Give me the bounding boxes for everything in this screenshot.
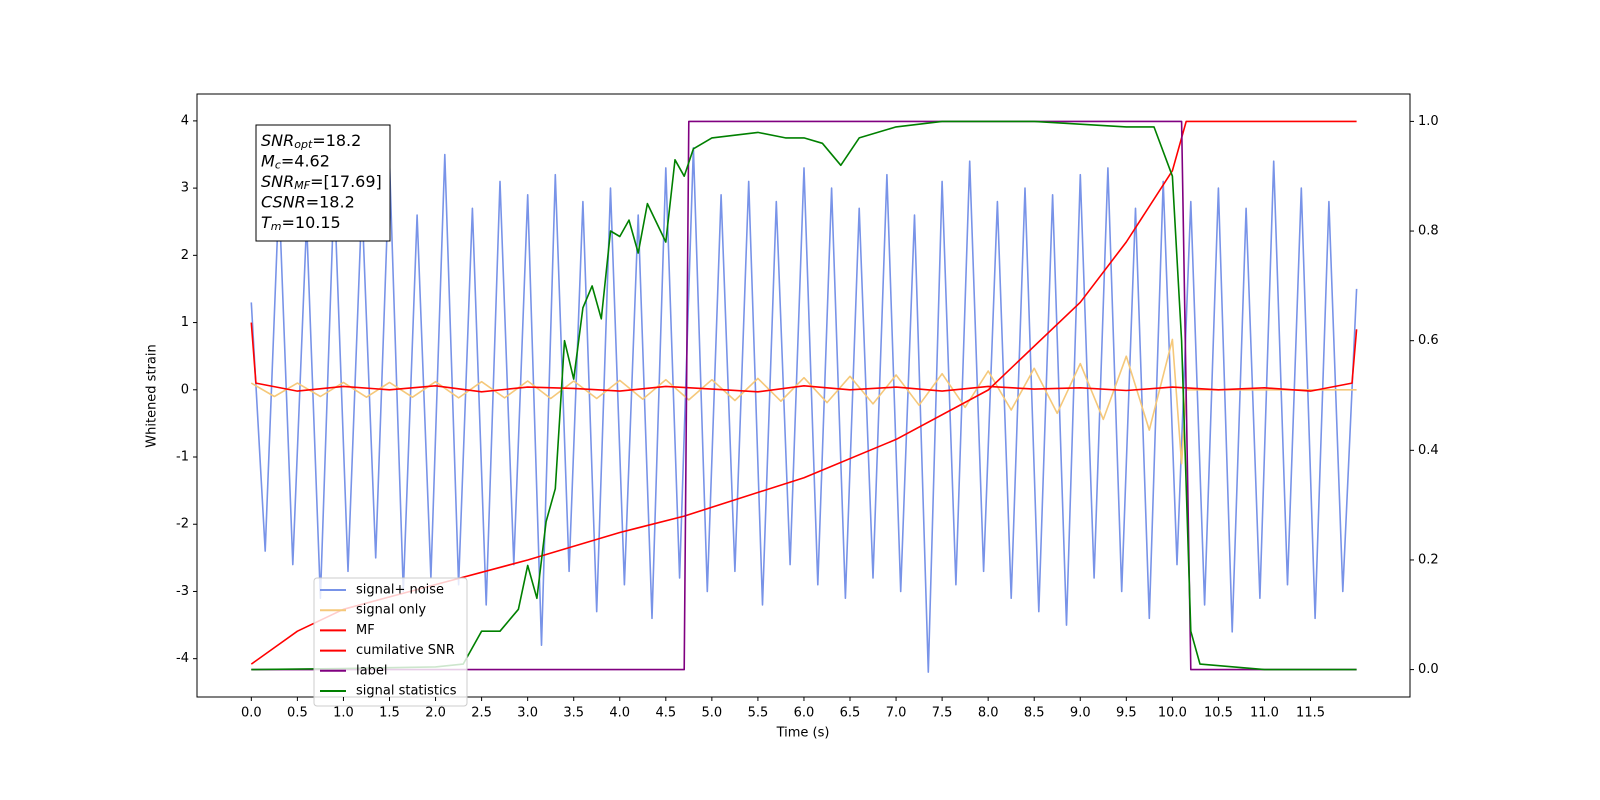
x-tick-label: 4.0 bbox=[609, 706, 630, 721]
x-tick-label: 1.5 bbox=[379, 706, 400, 721]
x-tick-label: 10.5 bbox=[1204, 706, 1233, 721]
annotation-value: =4.62 bbox=[281, 151, 330, 170]
annotation-box: SNRopt=18.2Mc=4.62SNRMF=[17.69]CSNR=18.2… bbox=[255, 124, 391, 242]
series-line bbox=[250, 322, 1358, 393]
x-tick-label: 8.0 bbox=[978, 706, 999, 721]
series-line bbox=[250, 147, 1358, 673]
annotation-text: Tm=10.15 bbox=[261, 213, 341, 234]
annotation-text: SNRopt=18.2 bbox=[261, 131, 361, 152]
x-tick-label: 11.5 bbox=[1296, 706, 1325, 721]
annotation-symbol: M bbox=[261, 151, 275, 170]
x-tick-label: 6.5 bbox=[840, 706, 861, 721]
y2-tick-label: 0.4 bbox=[1418, 443, 1439, 458]
legend-frame bbox=[313, 577, 468, 707]
x-tick-label: 3.0 bbox=[517, 706, 538, 721]
x-tick-label: 9.0 bbox=[1070, 706, 1091, 721]
y-tick-label: -2 bbox=[176, 517, 189, 532]
y-tick-label: -4 bbox=[176, 651, 189, 666]
annotation-value: =18.2 bbox=[312, 131, 361, 150]
annotation-symbol: SNR bbox=[261, 172, 294, 191]
legend-label: signal+ noise bbox=[356, 583, 444, 598]
y-tick-label: 4 bbox=[181, 113, 189, 128]
annotation-subscript: opt bbox=[294, 138, 313, 151]
legend-label: MF bbox=[356, 623, 375, 638]
legend-label: signal only bbox=[356, 603, 426, 618]
y-tick-label: 3 bbox=[181, 181, 189, 196]
annotation-symbol: SNR bbox=[261, 131, 294, 150]
x-tick-label: 2.0 bbox=[425, 706, 446, 721]
series-line bbox=[251, 120, 1357, 671]
annotation-symbol: T bbox=[261, 213, 272, 232]
y2-tick-label: 0.0 bbox=[1418, 662, 1439, 677]
x-tick-label: 9.5 bbox=[1116, 706, 1137, 721]
annotation-symbol: CSNR bbox=[261, 192, 306, 211]
x-tick-label: 3.5 bbox=[563, 706, 584, 721]
x-tick-label: 11.0 bbox=[1250, 706, 1279, 721]
annotation-text: Mc=4.62 bbox=[261, 151, 330, 172]
x-tick-label: 8.5 bbox=[1024, 706, 1045, 721]
annotation-value: =18.2 bbox=[306, 192, 355, 211]
annotation-text: SNRMF=[17.69] bbox=[261, 172, 382, 193]
series-line bbox=[250, 338, 1357, 465]
x-tick-label: 7.5 bbox=[932, 706, 953, 721]
y-tick-label: 1 bbox=[181, 315, 189, 330]
y-tick-label: -3 bbox=[176, 584, 189, 599]
x-tick-label: 0.0 bbox=[241, 706, 262, 721]
annotation-subscript: MF bbox=[294, 179, 310, 192]
annotation-subscript: c bbox=[275, 159, 281, 172]
y2-tick-label: 1.0 bbox=[1418, 114, 1439, 129]
x-tick-label: 5.0 bbox=[702, 706, 723, 721]
y2-tick-label: 0.6 bbox=[1418, 333, 1439, 348]
x-tick-label: 1.0 bbox=[333, 706, 354, 721]
legend: signal+ noise signal only MF cumilative SNR… bbox=[313, 577, 468, 707]
annotation-subscript: m bbox=[271, 220, 282, 233]
x-tick-label: 7.0 bbox=[886, 706, 907, 721]
y-tick-label: 0 bbox=[181, 382, 189, 397]
annotation-text: CSNR=18.2 bbox=[261, 192, 355, 211]
annotation-value: =[17.69] bbox=[310, 172, 382, 191]
x-tick-label: 6.0 bbox=[794, 706, 815, 721]
x-tick-label: 10.0 bbox=[1158, 706, 1187, 721]
y-axis-label: Whitened strain bbox=[145, 344, 160, 447]
y-tick-label: -1 bbox=[176, 450, 189, 465]
y-tick-label: 2 bbox=[181, 248, 189, 263]
x-tick-label: 5.5 bbox=[748, 706, 769, 721]
legend-label: signal statistics bbox=[356, 684, 457, 699]
y2-tick-label: 0.2 bbox=[1418, 552, 1439, 567]
series-line bbox=[251, 120, 1357, 671]
y2-tick-label: 0.8 bbox=[1418, 224, 1439, 239]
x-axis-label: Time (s) bbox=[776, 726, 830, 741]
annotation-value: =10.15 bbox=[282, 213, 341, 232]
annotation-frame bbox=[255, 124, 391, 242]
x-tick-label: 4.5 bbox=[655, 706, 676, 721]
legend-label: label bbox=[356, 663, 387, 678]
legend-label: cumilative SNR bbox=[356, 643, 455, 658]
x-tick-label: 0.5 bbox=[287, 706, 308, 721]
x-tick-label: 2.5 bbox=[471, 706, 492, 721]
